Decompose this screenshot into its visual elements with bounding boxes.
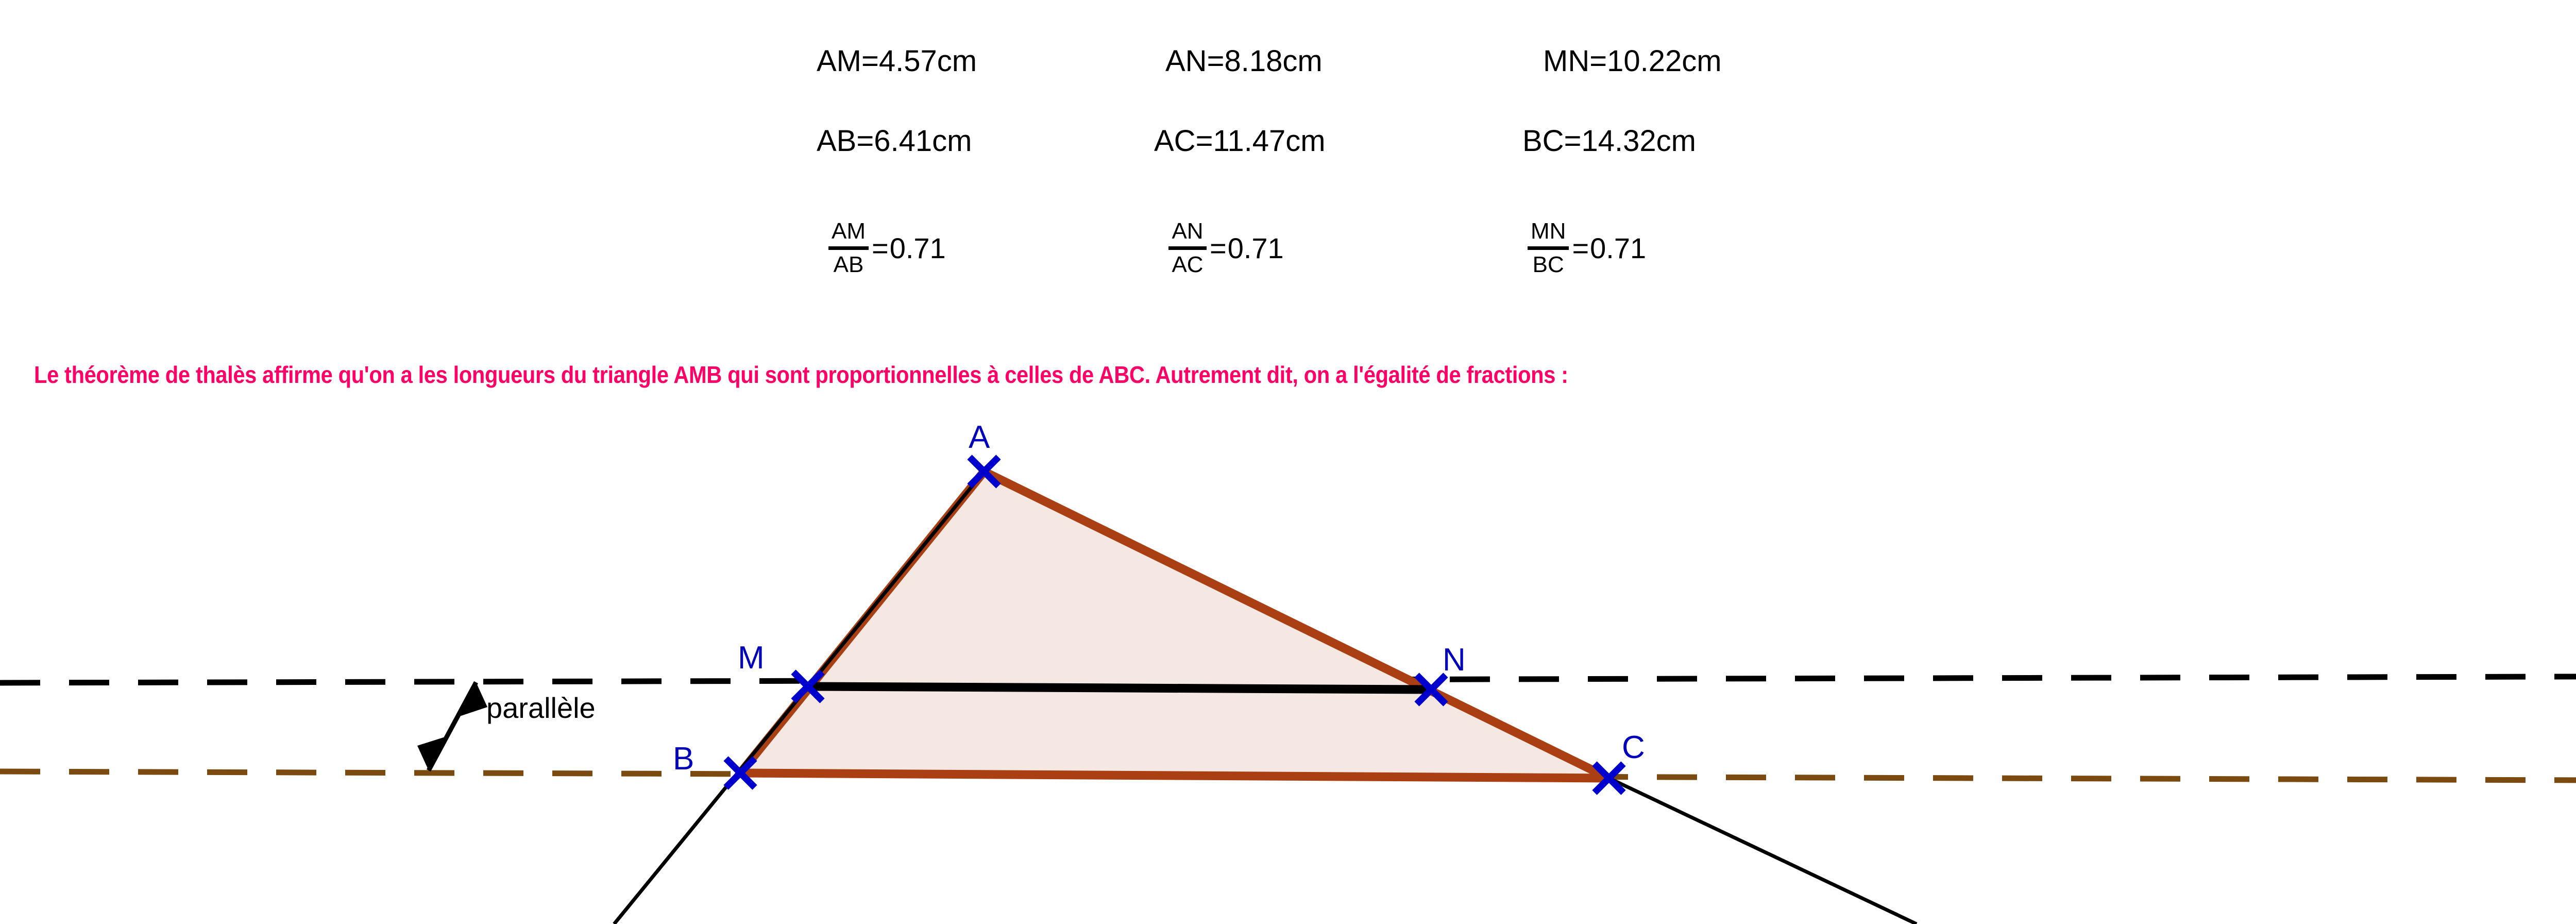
fraction-an-ac: AN AC xyxy=(1168,219,1207,277)
measurement-ac: AC=11.47cm xyxy=(1154,124,1326,158)
measurement-ab: AB=6.41cm xyxy=(817,124,972,158)
fraction-bar xyxy=(828,246,869,250)
ray-ac-extended xyxy=(1608,776,1918,924)
point-label-n[interactable]: N xyxy=(1443,642,1466,678)
point-marker-c[interactable] xyxy=(1592,761,1626,795)
point-label-c[interactable]: C xyxy=(1622,730,1645,765)
parallele-label: parallèle xyxy=(486,692,596,724)
fraction-bar xyxy=(1528,246,1569,250)
point-marker-m[interactable] xyxy=(791,669,825,703)
ratio-an-ac: AN AC = 0.71 xyxy=(1168,219,1284,277)
ratio-mn-bc: MN BC = 0.71 xyxy=(1528,219,1646,277)
fraction-denominator: BC xyxy=(1532,252,1564,277)
parallel-arrow-icon xyxy=(417,681,487,772)
fraction-mn-bc: MN BC xyxy=(1528,219,1569,277)
fraction-denominator: AB xyxy=(833,252,864,277)
ratio-value: 0.71 xyxy=(889,232,946,264)
point-label-b[interactable]: B xyxy=(673,741,694,777)
fraction-numerator: MN xyxy=(1531,219,1566,244)
ratio-value: 0.71 xyxy=(1590,232,1647,264)
fraction-numerator: AN xyxy=(1172,219,1204,244)
measurement-an: AN=8.18cm xyxy=(1165,44,1323,78)
measurement-bc: BC=14.32cm xyxy=(1522,124,1696,158)
fraction-am-ab: AM AB xyxy=(828,219,869,277)
point-label-m[interactable]: M xyxy=(738,640,765,676)
ratio-am-ab: AM AB = 0.71 xyxy=(828,219,946,277)
dashed-line-through-mn xyxy=(0,674,2576,686)
ratio-value: 0.71 xyxy=(1227,232,1284,264)
segment-mn xyxy=(807,682,1432,694)
point-marker-a[interactable] xyxy=(967,455,1001,489)
triangle-abc-fill xyxy=(740,472,1609,778)
measurement-am: AM=4.57cm xyxy=(817,44,977,78)
theorem-text: Le théorème de thalès affirme qu'on a le… xyxy=(34,361,1568,388)
theorem-statement: Le théorème de thalès affirme qu'on a le… xyxy=(34,346,2576,403)
equals-sign: = xyxy=(1210,232,1227,264)
fraction-bar xyxy=(1168,246,1207,250)
fraction-denominator: AC xyxy=(1172,252,1204,277)
point-marker-b[interactable] xyxy=(723,756,757,790)
equals-sign: = xyxy=(1572,232,1589,264)
point-marker-n[interactable] xyxy=(1414,673,1448,707)
point-label-a[interactable]: A xyxy=(969,419,990,455)
measurement-mn: MN=10.22cm xyxy=(1543,44,1722,78)
fraction-numerator: AM xyxy=(832,219,866,244)
equals-sign: = xyxy=(872,232,889,264)
